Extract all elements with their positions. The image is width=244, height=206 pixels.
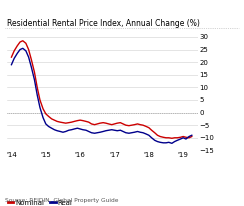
Text: Residential Rental Price Index, Annual Change (%): Residential Rental Price Index, Annual C… <box>7 19 200 28</box>
Text: Source: REIDIN, Global Property Guide: Source: REIDIN, Global Property Guide <box>5 198 118 203</box>
Legend: Nominal, Real: Nominal, Real <box>5 197 75 206</box>
